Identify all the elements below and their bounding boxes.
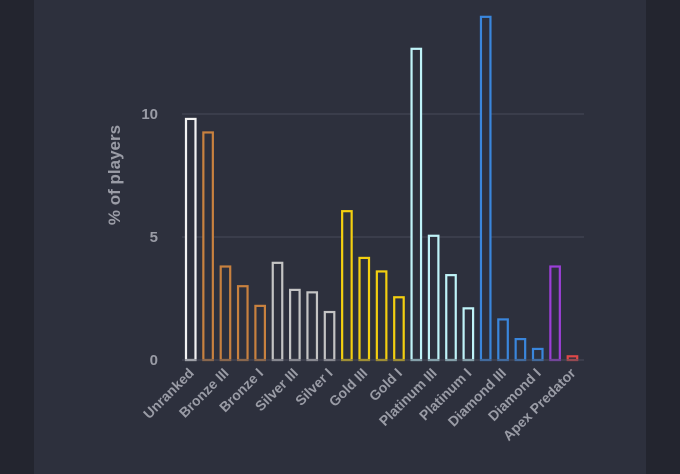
bar-platinum-iii [427,234,440,362]
bar-bronze-iv [202,131,214,362]
bar-bronze-ii [236,285,249,362]
right-margin-panel [646,0,680,474]
bar-gold-iv [341,210,353,362]
gridlines [182,113,584,238]
bar-silver-iii [289,288,301,362]
bars [184,15,579,362]
bar-diamond-iv [479,15,492,362]
bar-platinum-ii [445,274,457,362]
y-axis-label: % of players [105,125,124,225]
bar-silver-iv [271,261,284,362]
bar-gold-iii [358,256,371,362]
bar-gold-ii [375,270,388,362]
bar-diamond-i [531,347,544,362]
bar-apex-predator [566,355,579,362]
bar-silver-i [323,310,336,362]
bar-gold-i [393,296,405,362]
bar-master [549,265,561,362]
bar-diamond-ii [514,337,527,362]
bar-unranked [184,117,197,362]
left-margin-panel [0,0,34,474]
bar-platinum-i [462,307,475,362]
bar-silver-ii [306,291,319,362]
bar-diamond-iii [497,318,509,362]
bar-bronze-i [254,304,266,362]
y-tick-label: 5 [150,229,158,246]
x-tick-label: Gold III [326,365,371,410]
y-tick-label: 0 [150,352,158,369]
bar-platinum-iv [410,47,423,362]
y-axis-ticks: 0 5 10 [141,106,158,369]
bar-bronze-iii [219,265,232,362]
y-tick-label: 10 [141,106,158,123]
